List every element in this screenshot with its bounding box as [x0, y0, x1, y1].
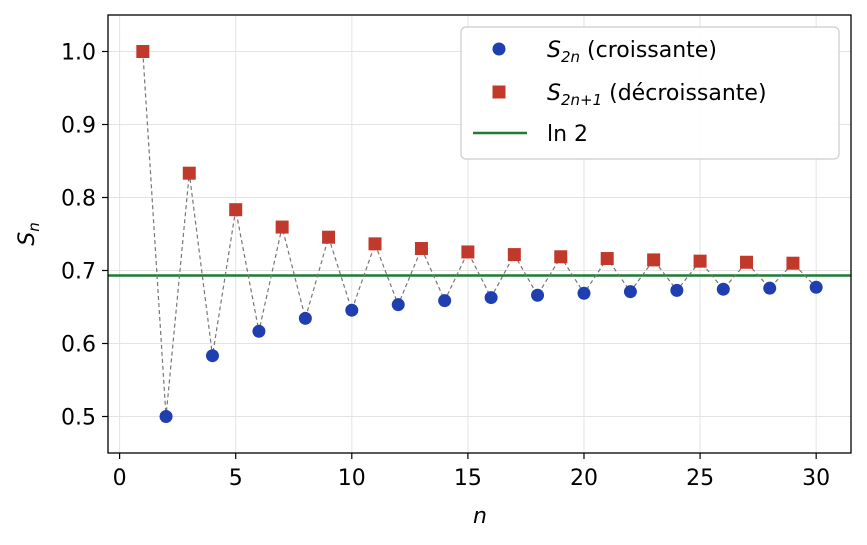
y-tick-label: 0.9 — [61, 114, 96, 139]
point-s2n-plus-1 — [461, 245, 475, 259]
point-s2n-plus-1 — [554, 250, 568, 264]
point-s2n — [484, 291, 498, 305]
legend-label-s2n-plus-1: S2n+1 (décroissante) — [547, 81, 767, 109]
legend: S2n (croissante) S2n+1 (décroissante) ln 2 — [460, 26, 840, 160]
axis-ticks: 0 5 10 15 20 25 30 0.5 0.6 0.7 0.8 0.9 1.0 — [61, 41, 830, 492]
point-s2n — [438, 294, 452, 308]
point-s2n-plus-1 — [786, 256, 800, 270]
point-s2n — [716, 282, 730, 296]
point-s2n — [391, 298, 405, 312]
x-tick-label: 15 — [454, 466, 482, 491]
plot-frame — [107, 14, 852, 454]
y-tick-label: 0.6 — [61, 333, 96, 358]
point-s2n — [763, 281, 777, 295]
point-s2n-plus-1 — [136, 45, 150, 58]
point-s2n-plus-1 — [693, 254, 707, 268]
point-s2n — [531, 288, 545, 302]
point-s2n — [252, 324, 266, 338]
x-axis-label: n — [473, 504, 487, 529]
point-s2n-plus-1 — [507, 248, 521, 262]
legend-label-s2n: S2n (croissante) — [547, 38, 717, 66]
x-tick-label: 30 — [802, 466, 830, 491]
grid — [108, 15, 851, 453]
x-tick-label: 0 — [113, 466, 127, 491]
y-tick-label: 0.8 — [61, 187, 96, 212]
x-tick-label: 10 — [338, 466, 366, 491]
x-tick-label: 5 — [229, 466, 243, 491]
y-tick-label: 0.7 — [61, 260, 96, 285]
y-tick-label: 0.5 — [61, 406, 96, 431]
point-s2n — [298, 311, 312, 325]
legend-box — [460, 26, 840, 160]
point-s2n-plus-1 — [275, 220, 289, 234]
legend-label-ln2: ln 2 — [547, 122, 588, 147]
point-s2n — [577, 286, 591, 300]
point-s2n-plus-1 — [600, 252, 614, 266]
point-s2n — [345, 303, 359, 317]
x-tick-label: 25 — [686, 466, 714, 491]
point-s2n — [670, 283, 684, 297]
data-marker-layer — [136, 45, 823, 423]
point-s2n-plus-1 — [414, 242, 428, 256]
y-axis-label: Sn — [15, 222, 43, 245]
legend-marker-s2n-plus-1 — [492, 85, 506, 99]
point-s2n — [159, 410, 173, 423]
point-s2n-plus-1 — [229, 203, 243, 217]
legend-marker-s2n — [492, 42, 506, 56]
point-s2n-plus-1 — [740, 255, 754, 269]
x-tick-label: 20 — [570, 466, 598, 491]
point-s2n-plus-1 — [647, 253, 661, 267]
point-s2n — [809, 280, 823, 294]
point-s2n-plus-1 — [368, 237, 382, 251]
point-s2n-plus-1 — [182, 166, 196, 180]
point-s2n-plus-1 — [322, 230, 336, 244]
y-tick-label: 1.0 — [61, 41, 96, 66]
point-s2n — [623, 285, 637, 299]
point-s2n — [205, 349, 219, 363]
